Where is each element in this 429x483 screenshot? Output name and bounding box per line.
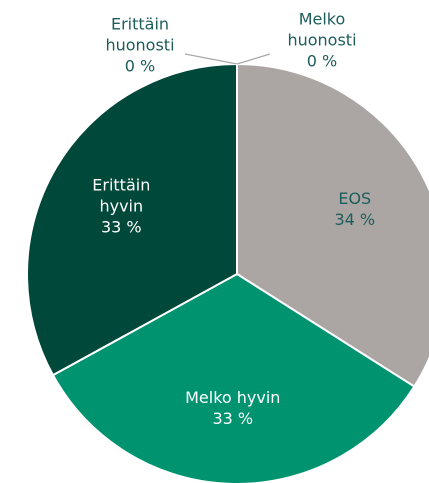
- category-label: Erittäin huonosti: [105, 14, 175, 55]
- value-label: 33 %: [100, 217, 142, 237]
- value-label: 0 %: [124, 56, 156, 76]
- value-label: 0 %: [306, 51, 338, 71]
- leader-line: [236, 53, 271, 65]
- slice-label: Erittäin huonosti 0 %: [90, 14, 190, 77]
- slice-label: Melko hyvin 33 %: [153, 387, 313, 429]
- pie-slice: [26, 62, 238, 377]
- category-label: Erittäin hyvin: [92, 175, 151, 216]
- pie-slice: [236, 62, 429, 388]
- slice-label: Erittäin hyvin 33 %: [81, 174, 161, 237]
- slice-label: EOS 34 %: [315, 188, 395, 230]
- value-label: 34 %: [334, 210, 376, 230]
- leader-line: [184, 53, 238, 65]
- value-label: 33 %: [212, 409, 254, 429]
- category-label: Melko huonosti: [287, 9, 357, 50]
- category-label: Melko hyvin: [185, 388, 281, 408]
- slice-label: Melko huonosti 0 %: [272, 9, 372, 72]
- category-label: EOS: [338, 189, 372, 209]
